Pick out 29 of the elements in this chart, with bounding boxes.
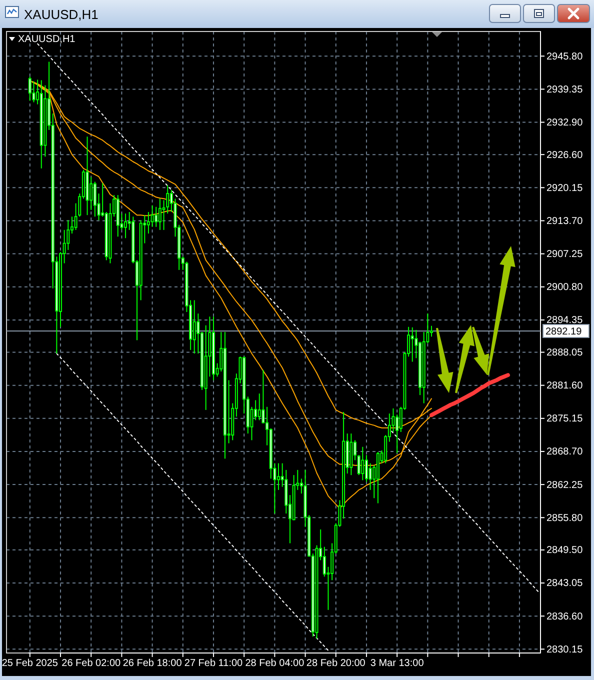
x-tick-label: 26 Feb 02:00: [62, 658, 122, 670]
chart-subtitle: XAUUSD,H1: [18, 34, 76, 45]
x-tick-label: 27 Feb 11:00: [184, 658, 244, 670]
x-tick-label: 28 Feb 04:00: [245, 658, 305, 670]
x-tick-label: 28 Feb 20:00: [306, 658, 366, 670]
x-tick-label: 26 Feb 18:00: [122, 658, 182, 670]
y-tick-label: 2830.15: [546, 644, 584, 656]
y-tick-label: 2894.35: [546, 315, 584, 326]
y-tick-label: 2843.05: [546, 578, 584, 590]
y-tick-label: 2945.80: [546, 51, 584, 62]
y-tick-label: 2920.15: [546, 182, 584, 194]
y-tick-label: 2868.70: [546, 446, 584, 458]
y-tick-label: 2849.50: [546, 545, 584, 556]
y-tick-label: 2881.60: [546, 380, 584, 392]
y-tick-label: 2875.15: [546, 414, 584, 425]
y-tick-label: 2926.60: [546, 150, 584, 161]
y-tick-label: 2932.90: [546, 117, 584, 128]
y-tick-label: 2836.60: [546, 611, 584, 622]
y-tick-label: 2939.35: [546, 84, 584, 96]
chart-title: XAUUSD,H1: [24, 7, 98, 22]
y-tick-label: 2900.80: [546, 282, 584, 294]
y-tick-label: 2888.05: [546, 347, 584, 358]
ref-line-label: 2892.19: [546, 326, 582, 338]
y-tick-label: 2855.80: [546, 512, 584, 524]
y-tick-label: 2913.70: [546, 216, 584, 227]
y-tick-label: 2907.25: [546, 248, 584, 260]
x-tick-label: 25 Feb 2025: [2, 658, 58, 670]
y-tick-label: 2862.25: [546, 480, 584, 491]
x-tick-label: 3 Mar 13:00: [370, 658, 424, 670]
